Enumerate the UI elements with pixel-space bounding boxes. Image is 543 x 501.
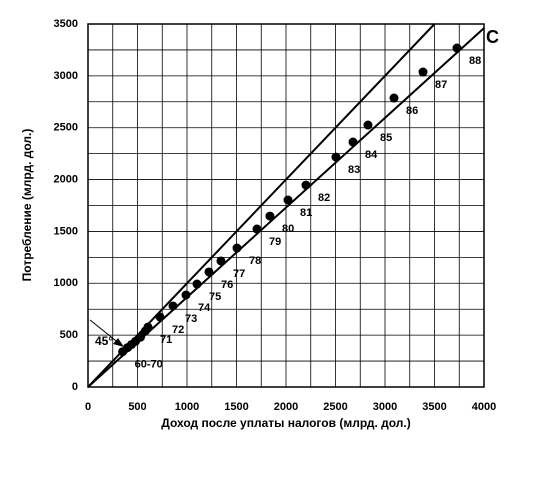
y-tick-label: 2500 (54, 122, 78, 134)
point (135, 332, 145, 342)
point-label: 87 (435, 79, 447, 91)
y-tick-label: 1000 (54, 277, 78, 289)
point (143, 322, 153, 332)
y-tick-label: 3000 (54, 70, 78, 82)
point-label: 77 (233, 268, 245, 280)
x-tick-label: 1000 (175, 401, 199, 413)
point (155, 312, 165, 322)
point (283, 195, 293, 205)
point-label: 60-70 (135, 359, 163, 371)
point-label: 85 (380, 132, 392, 144)
x-tick-label: 500 (128, 401, 146, 413)
point (348, 137, 358, 147)
point (216, 256, 226, 266)
point-label: 88 (469, 55, 481, 67)
point-label: 75 (209, 291, 221, 303)
point (389, 93, 399, 103)
point (301, 180, 311, 190)
point (452, 43, 462, 53)
y-tick-label: 3500 (54, 18, 78, 30)
point-label: 74 (198, 302, 211, 314)
x-tick-label: 3000 (373, 401, 397, 413)
point-label: 83 (348, 164, 360, 176)
point-label: 76 (221, 279, 233, 291)
point-label: 86 (406, 105, 418, 117)
x-tick-label: 0 (85, 401, 91, 413)
point-label: 79 (269, 236, 281, 248)
arrow-line (89, 319, 121, 345)
point-label: 81 (300, 207, 312, 219)
y-tick-label: 500 (60, 329, 78, 341)
x-tick-label: 2500 (323, 401, 347, 413)
x-tick-label: 1500 (224, 401, 248, 413)
arrow-head (113, 338, 124, 347)
point (192, 279, 202, 289)
point-label: 73 (185, 313, 197, 325)
point (331, 152, 341, 162)
line-label: C (486, 27, 499, 47)
point-label: 72 (172, 324, 184, 336)
x-tick-label: 4000 (472, 401, 496, 413)
y-tick-label: 1500 (54, 225, 78, 237)
point-label: 84 (365, 149, 378, 161)
point (265, 211, 275, 221)
y-tick-label: 0 (72, 381, 78, 393)
point (252, 224, 262, 234)
fit-line (87, 27, 485, 388)
point-label: 71 (160, 334, 172, 346)
x-tick-label: 2000 (274, 401, 298, 413)
x-tick-label: 3500 (422, 401, 446, 413)
x-axis-label: Доход после уплаты налогов (млрд. дол.) (161, 416, 410, 430)
point (168, 301, 178, 311)
line-label: 45° (95, 334, 113, 348)
point (363, 120, 373, 130)
point-label: 78 (249, 255, 261, 267)
point (181, 290, 191, 300)
point-label: 80 (282, 223, 294, 235)
point (232, 243, 242, 253)
plot-frame (87, 23, 485, 388)
y-tick-label: 2000 (54, 173, 78, 185)
point (204, 267, 214, 277)
point-label: 82 (318, 192, 330, 204)
point (418, 67, 428, 77)
y-axis-label: Потребление (млрд. дол.) (20, 129, 34, 282)
